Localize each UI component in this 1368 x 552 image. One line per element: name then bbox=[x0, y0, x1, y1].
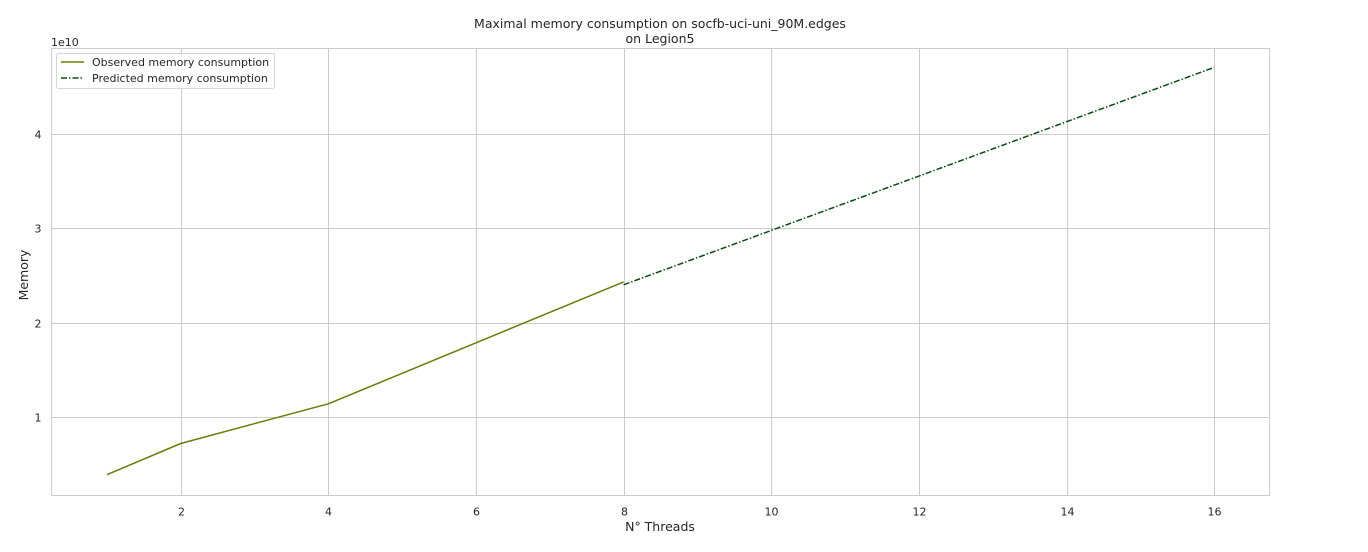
x-tick-label: 6 bbox=[473, 506, 480, 519]
y-tick-label: 4 bbox=[35, 129, 42, 142]
chart-title-line-1: Maximal memory consumption on socfb-uci-… bbox=[474, 16, 846, 31]
legend: Observed memory consumption Predicted me… bbox=[56, 53, 275, 89]
x-tick-label: 4 bbox=[325, 506, 332, 519]
y-tick-label: 3 bbox=[35, 223, 42, 236]
x-axis-label: N° Threads bbox=[625, 519, 695, 534]
legend-box bbox=[56, 53, 275, 89]
x-tick-label: 2 bbox=[178, 506, 185, 519]
y-offset-label: 1e10 bbox=[51, 36, 79, 49]
legend-label-predicted: Predicted memory consumption bbox=[92, 72, 268, 85]
x-tick-label: 16 bbox=[1208, 506, 1222, 519]
series-lines bbox=[106, 66, 1215, 476]
x-tick-label: 8 bbox=[621, 506, 628, 519]
chart-title-line-2: on Legion5 bbox=[626, 31, 695, 46]
plot-area bbox=[51, 48, 1270, 496]
y-tick-label: 1 bbox=[35, 412, 42, 425]
legend-label-observed: Observed memory consumption bbox=[92, 56, 269, 69]
x-tick-label: 14 bbox=[1061, 506, 1075, 519]
y-axis-label: Memory bbox=[16, 249, 31, 300]
x-tick-label: 10 bbox=[765, 506, 779, 519]
predicted-series-line bbox=[623, 66, 1215, 286]
observed-series-line bbox=[106, 281, 624, 476]
x-tick-label: 12 bbox=[913, 506, 927, 519]
y-tick-label: 2 bbox=[35, 318, 42, 331]
grid bbox=[51, 48, 1270, 496]
